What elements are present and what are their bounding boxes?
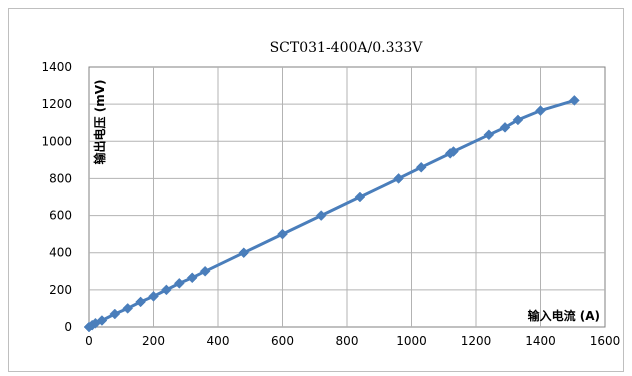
x-axis-label: 输入电流 (A) xyxy=(528,308,600,323)
data-point-marker xyxy=(315,210,327,221)
data-point-marker xyxy=(483,129,495,141)
y-tick-label: 1200 xyxy=(41,97,72,111)
data-point-marker xyxy=(186,272,198,284)
data-point-marker xyxy=(512,114,524,126)
data-point-marker xyxy=(148,291,159,302)
series-group xyxy=(83,95,580,333)
x-tick-label: 600 xyxy=(271,334,294,348)
data-point-marker xyxy=(535,105,546,116)
data-point-marker xyxy=(499,122,511,133)
data-point-marker xyxy=(448,146,459,157)
y-tick-label: 1400 xyxy=(41,60,72,74)
x-tick-label: 800 xyxy=(336,334,359,348)
y-tick-label: 600 xyxy=(49,209,72,223)
x-tick-label: 0 xyxy=(85,334,93,348)
data-point-marker xyxy=(135,296,146,308)
data-point-marker xyxy=(238,247,250,259)
x-tick-label: 1000 xyxy=(396,334,427,348)
data-point-marker xyxy=(354,191,366,203)
data-point-marker xyxy=(277,228,288,240)
y-tick-label: 800 xyxy=(49,171,72,185)
y-tick-label: 0 xyxy=(64,320,72,334)
chart-title: SCT031-400A/0.333V xyxy=(270,40,424,56)
y-tick-label: 1000 xyxy=(41,134,72,148)
grid-lines xyxy=(89,67,605,327)
data-point-marker xyxy=(161,284,172,296)
data-point-marker xyxy=(122,303,134,314)
x-tick-label: 200 xyxy=(142,334,165,348)
data-point-marker xyxy=(109,308,121,320)
data-point-marker xyxy=(415,161,427,173)
data-point-marker xyxy=(199,265,211,277)
x-tick-label: 400 xyxy=(207,334,230,348)
y-tick-label: 400 xyxy=(49,246,72,260)
x-tick-label: 1600 xyxy=(590,334,621,348)
data-point-marker xyxy=(569,95,580,106)
data-point-marker xyxy=(96,315,108,326)
tick-labels: 0 200 400 600 800 1000 1200 1400 1600 0 200 400 600 8… xyxy=(41,60,620,348)
data-point-marker xyxy=(393,173,404,184)
x-tick-label: 1400 xyxy=(525,334,556,348)
y-axis-label: 输出电压 (mV) xyxy=(92,80,107,165)
data-point-marker xyxy=(173,278,185,289)
x-tick-label: 1200 xyxy=(461,334,492,348)
y-tick-label: 200 xyxy=(49,283,72,297)
